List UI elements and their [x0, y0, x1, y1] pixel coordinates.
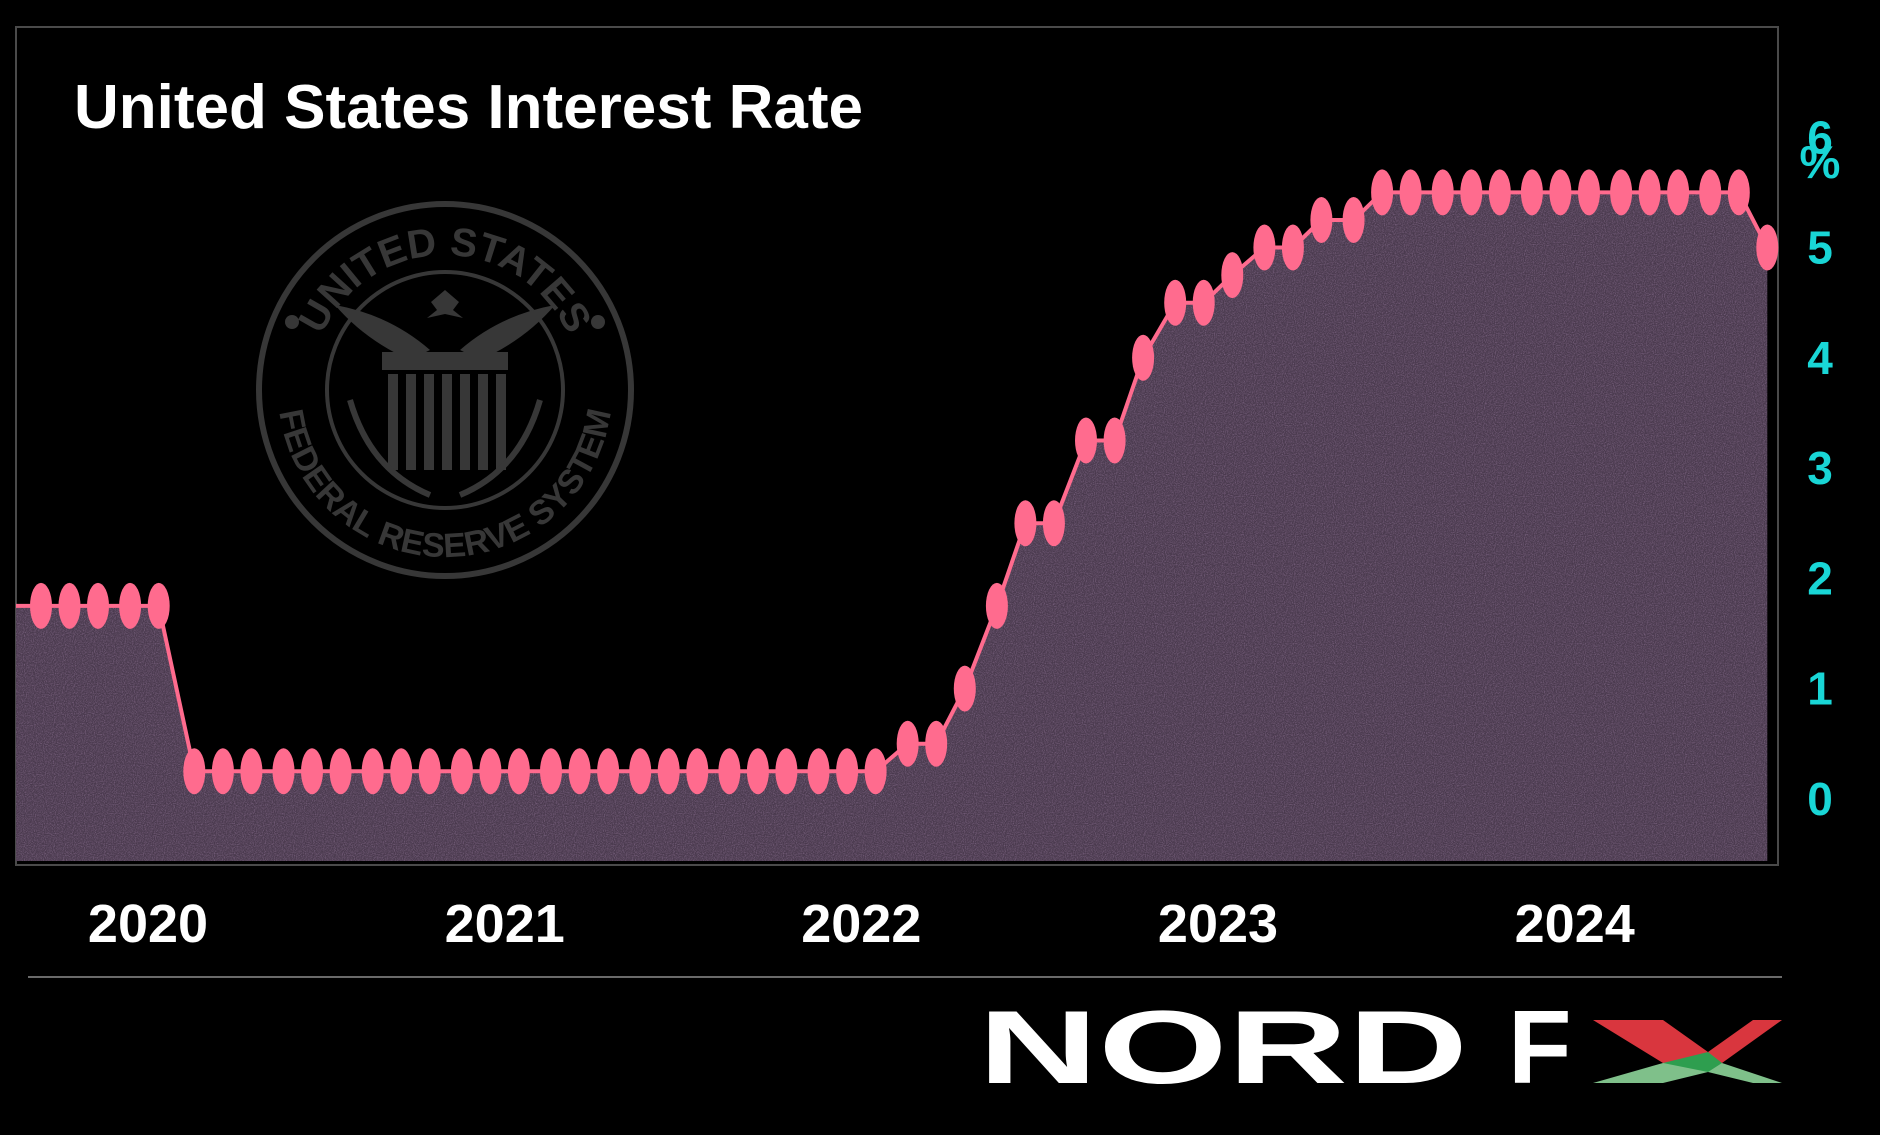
data-point	[1103, 417, 1126, 464]
data-point	[272, 748, 295, 795]
data-point	[985, 582, 1008, 629]
data-point	[836, 748, 859, 795]
data-point	[1253, 224, 1276, 271]
data-point	[87, 582, 109, 629]
data-point	[1014, 500, 1037, 547]
data-point	[1727, 169, 1750, 216]
data-point	[1488, 169, 1511, 216]
data-point	[1281, 224, 1304, 271]
data-point	[629, 748, 652, 795]
data-point	[1431, 169, 1454, 216]
data-point	[775, 748, 798, 795]
data-point	[953, 665, 976, 712]
data-point	[361, 748, 384, 795]
data-point	[657, 748, 680, 795]
y-tick-label: 5	[1807, 222, 1833, 274]
logo-word-nord: NORD	[978, 990, 1468, 1106]
y-tick-label: 6	[1807, 111, 1833, 163]
y-axis-unit-label: %	[1800, 136, 1841, 188]
data-point	[30, 582, 52, 629]
data-point	[1221, 252, 1244, 299]
data-point	[1667, 169, 1690, 216]
data-point	[1460, 169, 1483, 216]
data-point	[329, 748, 352, 795]
logo-letter-f: F	[1508, 990, 1572, 1106]
nordfx-logo: NORD F	[978, 990, 1782, 1106]
y-tick-label: 0	[1807, 773, 1833, 825]
data-point	[450, 748, 473, 795]
data-point	[507, 748, 530, 795]
data-point	[418, 748, 441, 795]
x-tick-label: 2024	[1515, 894, 1635, 954]
data-point	[1132, 334, 1155, 381]
y-axis-ticks: 0 1 2 3 4 5 6	[1807, 111, 1833, 825]
y-tick-label: 2	[1807, 552, 1833, 604]
x-tick-label: 2022	[801, 894, 921, 954]
x-tick-label: 2021	[445, 894, 565, 954]
data-point	[1756, 224, 1779, 271]
y-tick-label: 3	[1807, 442, 1833, 494]
data-point	[1578, 169, 1600, 216]
data-point	[1075, 417, 1097, 464]
data-point	[58, 582, 81, 629]
data-point	[1399, 169, 1422, 216]
data-point	[718, 748, 741, 795]
data-point	[1549, 169, 1572, 216]
data-point	[1699, 169, 1722, 216]
data-point	[540, 748, 562, 795]
data-point	[864, 748, 887, 795]
data-point	[1164, 279, 1187, 326]
federal-reserve-seal-icon: UNITED STATES FEDERAL RESERVE SYSTEM	[256, 201, 634, 579]
y-tick-label: 4	[1807, 332, 1833, 384]
data-point	[1310, 197, 1333, 243]
data-point	[183, 748, 206, 795]
data-point	[1042, 500, 1065, 547]
rate-markers	[30, 169, 1779, 795]
data-point	[301, 748, 323, 795]
data-point	[119, 582, 142, 629]
data-point	[896, 720, 919, 767]
data-point	[1610, 169, 1633, 216]
data-point	[686, 748, 709, 795]
x-tick-label: 2020	[88, 894, 208, 954]
data-point	[746, 748, 769, 795]
data-point	[1342, 197, 1365, 243]
x-tick-label: 2023	[1158, 894, 1278, 954]
plot-frame	[15, 26, 1779, 866]
rate-area-texture	[16, 192, 1768, 861]
x-axis-ticks: 2020 2021 2022 2023 2024	[88, 894, 1635, 954]
data-point	[240, 748, 263, 795]
data-point	[1638, 169, 1661, 216]
data-point	[479, 748, 502, 795]
data-point	[568, 748, 591, 795]
data-point	[211, 748, 234, 795]
data-point	[390, 748, 413, 795]
y-tick-label: 1	[1807, 663, 1833, 715]
data-point	[1371, 169, 1394, 216]
data-point	[807, 748, 830, 795]
rate-area	[16, 192, 1768, 861]
data-point	[1520, 169, 1543, 216]
data-point	[1192, 279, 1215, 326]
chart-title: United States Interest Rate	[74, 73, 863, 142]
data-point	[597, 748, 620, 795]
data-point	[147, 582, 170, 629]
data-point	[925, 720, 948, 767]
logo-x-icon	[1593, 1020, 1782, 1083]
